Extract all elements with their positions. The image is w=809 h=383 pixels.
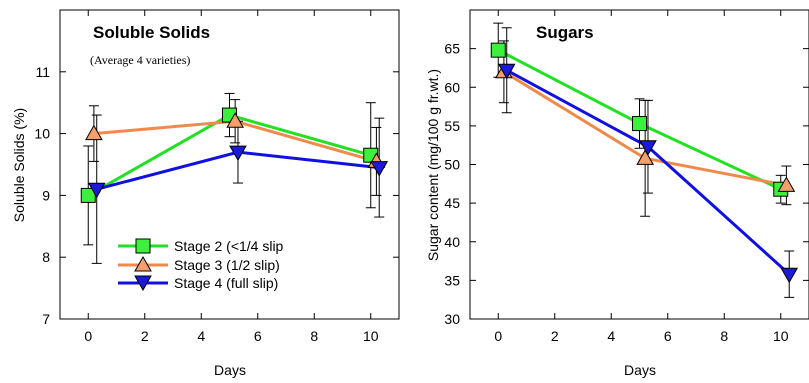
x-axis-label: Days xyxy=(624,362,656,378)
y-tick-label: 9 xyxy=(42,187,50,203)
legend-label-stage3: Stage 3 (1/2 slip) xyxy=(174,257,280,273)
x-tick-label: 0 xyxy=(84,328,92,344)
y-tick-label: 60 xyxy=(444,79,460,95)
legend-item-stage2: Stage 2 (<1/4 slip xyxy=(118,238,284,254)
legend-item-stage3: Stage 3 (1/2 slip) xyxy=(118,255,280,273)
data-point-stage4 xyxy=(87,182,106,199)
axis-ticks: 0 2 4 6 8 10 30 35 40 45 50 55 60 65 xyxy=(444,10,809,344)
legend-marker-stage3 xyxy=(134,255,152,272)
series-markers xyxy=(490,42,799,284)
x-tick-label: 8 xyxy=(310,328,318,344)
legend: Stage 2 (<1/4 slip Stage 3 (1/2 slip) St… xyxy=(118,238,284,292)
y-tick-label: 11 xyxy=(35,64,50,80)
series-markers xyxy=(80,107,389,203)
data-point-stage4 xyxy=(639,140,657,156)
x-tick-label: 6 xyxy=(664,328,672,344)
legend-label-stage2: Stage 2 (<1/4 slip xyxy=(174,238,284,254)
y-tick-label: 35 xyxy=(444,272,460,288)
y-tick-label: 30 xyxy=(444,311,460,327)
y-axis-label: Soluble Solids (%) xyxy=(11,108,27,222)
sugars-chart: Sugars Days Sugar content (mg/100 g fr.w… xyxy=(425,9,809,378)
x-tick-label: 4 xyxy=(607,328,615,344)
legend-marker-stage4 xyxy=(134,275,152,292)
y-tick-label: 40 xyxy=(444,234,460,250)
plot-frame xyxy=(59,9,400,320)
x-tick-label: 2 xyxy=(141,328,149,344)
data-point-stage3 xyxy=(85,124,103,141)
y-tick-label: 10 xyxy=(34,126,50,142)
data-point-stage4 xyxy=(229,145,247,162)
legend-label-stage4: Stage 4 (full slip) xyxy=(174,275,278,291)
x-tick-label: 10 xyxy=(363,328,379,344)
x-tick-label: 10 xyxy=(773,328,789,344)
chart-subtitle: (Average 4 varieties) xyxy=(90,53,190,67)
y-tick-label: 65 xyxy=(444,41,460,57)
x-tick-label: 0 xyxy=(494,328,502,344)
y-tick-label: 50 xyxy=(444,157,460,173)
chart-title: Sugars xyxy=(536,23,594,42)
data-point-stage4 xyxy=(497,63,516,80)
y-axis-label: Sugar content (mg/100 g fr.wt.) xyxy=(425,69,441,261)
legend-marker-stage2 xyxy=(135,238,151,254)
data-point-stage2 xyxy=(632,116,647,132)
legend-item-stage4: Stage 4 (full slip) xyxy=(118,275,278,292)
data-point-stage4 xyxy=(780,267,799,284)
data-point-stage3 xyxy=(777,176,796,192)
data-point-stage3 xyxy=(636,149,655,165)
x-tick-label: 8 xyxy=(720,328,728,344)
chart-title: Soluble Solids xyxy=(93,23,210,42)
data-point-stage4 xyxy=(370,161,389,177)
soluble-solids-chart: Soluble Solids (Average 4 varieties) Day… xyxy=(11,9,400,378)
x-tick-label: 2 xyxy=(551,328,559,344)
axis-ticks: 0 2 4 6 8 10 7 8 9 10 11 xyxy=(34,10,399,344)
y-tick-label: 8 xyxy=(42,249,50,265)
x-tick-label: 6 xyxy=(254,328,262,344)
y-tick-label: 45 xyxy=(444,195,460,211)
y-tick-label: 55 xyxy=(444,118,460,134)
x-axis-label: Days xyxy=(214,362,246,378)
y-tick-label: 7 xyxy=(42,311,50,327)
x-tick-label: 4 xyxy=(197,328,205,344)
data-point-stage2 xyxy=(490,42,506,58)
data-point-stage3 xyxy=(226,112,245,128)
